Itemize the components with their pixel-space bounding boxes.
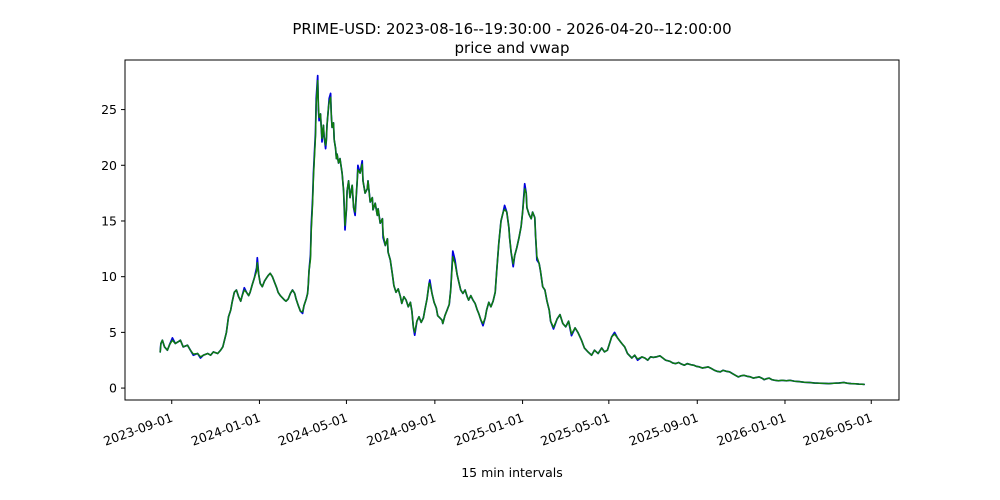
x-tick-label: 2024-01-01: [189, 410, 262, 449]
y-tick-label: 25: [101, 102, 117, 117]
x-tick-label: 2023-09-01: [101, 410, 174, 449]
axes-box: [124, 59, 900, 401]
y-tick-label: 15: [101, 213, 117, 228]
x-tick-label: 2025-01-01: [452, 410, 525, 449]
x-axis: 2023-09-01 2024-01-01 2024-05-01 2024-09-01…: [101, 400, 874, 449]
series-lines: [159, 74, 865, 386]
y-axis: 0 5 10 15 20 25: [101, 102, 125, 396]
y-tick-label: 0: [109, 381, 117, 396]
x-tick-label: 2026-01-01: [715, 410, 788, 449]
x-tick-label: 2026-05-01: [801, 410, 874, 449]
x-axis-label: 15 min intervals: [461, 465, 563, 480]
chart-subtitle: price and vwap: [455, 39, 570, 57]
x-tick-label: 2024-09-01: [364, 410, 437, 449]
chart-title: PRIME-USD: 2023-08-16--19:30:00 - 2026-0…: [292, 20, 731, 38]
y-tick-label: 20: [101, 158, 117, 173]
x-tick-label: 2025-05-01: [538, 410, 611, 449]
x-tick-label: 2024-05-01: [276, 410, 349, 449]
x-tick-label: 2025-09-01: [627, 410, 700, 449]
vwap-line: [159, 79, 865, 386]
y-tick-label: 10: [101, 269, 117, 284]
y-tick-label: 5: [109, 325, 117, 340]
